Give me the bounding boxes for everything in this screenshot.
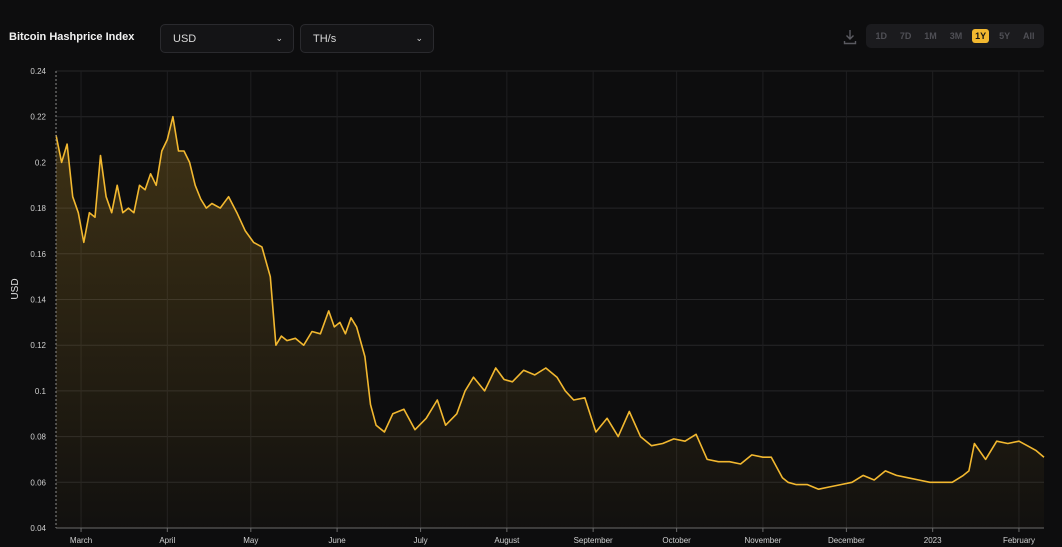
series-area-fill: [56, 116, 1044, 528]
unit-select-value: TH/s: [313, 32, 337, 45]
chevron-down-icon: ⌄: [275, 33, 283, 43]
time-range-selector: 1D 7D 1M 3M 1Y 5Y All: [866, 24, 1044, 48]
y-tick-label: 0.08: [30, 433, 46, 442]
x-tick-label: July: [413, 536, 427, 545]
x-tick-label: April: [159, 536, 175, 545]
y-tick-label: 0.14: [30, 296, 46, 305]
x-tick-label: June: [328, 536, 346, 545]
y-tick-label: 0.06: [30, 478, 46, 487]
x-tick-label: December: [828, 536, 865, 545]
x-tick-label: 2023: [924, 536, 942, 545]
x-tick-label: February: [1003, 536, 1035, 545]
x-tick-label: May: [243, 536, 258, 545]
y-axis-label: USD: [10, 278, 21, 299]
x-tick-label: November: [744, 536, 781, 545]
y-tick-label: 0.24: [30, 67, 46, 76]
y-tick-label: 0.2: [35, 158, 47, 167]
x-tick-label: October: [662, 536, 691, 545]
chart-title: Bitcoin Hashprice Index: [9, 31, 135, 43]
y-tick-label: 0.16: [30, 250, 46, 259]
chevron-down-icon: ⌄: [415, 33, 423, 43]
currency-select[interactable]: USD ⌄: [160, 24, 294, 53]
range-all-button[interactable]: All: [1022, 31, 1035, 41]
x-tick-label: September: [574, 536, 613, 545]
range-5y-button[interactable]: 5Y: [999, 31, 1011, 41]
range-1m-button[interactable]: 1M: [924, 31, 937, 41]
y-tick-label: 0.1: [35, 387, 47, 396]
x-tick-label: August: [494, 536, 520, 545]
range-7d-button[interactable]: 7D: [899, 31, 912, 41]
range-1d-button[interactable]: 1D: [875, 31, 887, 41]
y-tick-label: 0.04: [30, 524, 46, 533]
series-line: [55, 115, 1045, 490]
download-icon[interactable]: [843, 29, 857, 45]
range-3m-button[interactable]: 3M: [949, 31, 963, 41]
y-tick-label: 0.18: [30, 204, 46, 213]
y-tick-label: 0.12: [30, 341, 46, 350]
y-tick-label: 0.22: [30, 113, 46, 122]
range-1y-button[interactable]: 1Y: [972, 29, 990, 43]
x-tick-label: March: [70, 536, 92, 545]
currency-select-value: USD: [173, 32, 197, 45]
unit-select[interactable]: TH/s ⌄: [300, 24, 434, 53]
